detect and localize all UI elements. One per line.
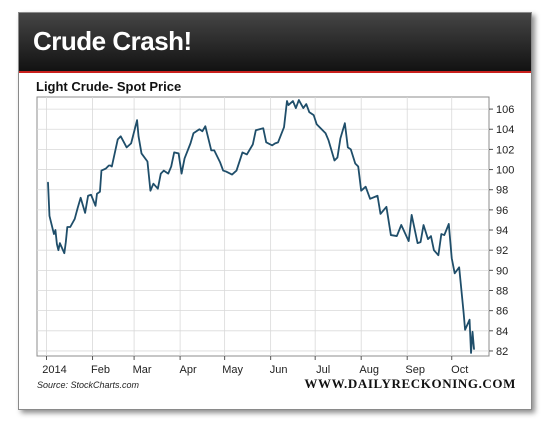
y-tick-label: 88 bbox=[496, 285, 508, 297]
x-tick-label: Jun bbox=[270, 364, 288, 376]
chart-card: Crude Crash! Light Crude- Spot Price 82 8… bbox=[18, 12, 532, 410]
title-banner: Crude Crash! bbox=[19, 13, 531, 71]
y-tick-label: 92 bbox=[496, 245, 508, 257]
x-tick-label: May bbox=[222, 364, 243, 376]
y-axis-ticks: 82 84 86 88 90 92 94 96 98 100 102 104 106 bbox=[489, 104, 514, 358]
x-tick-label: Feb bbox=[91, 364, 110, 376]
y-tick-label: 106 bbox=[496, 104, 514, 116]
x-axis-ticks: 2014 Feb Mar Apr May Jun Jul Aug Sep Oct bbox=[42, 356, 468, 376]
x-tick-label: 2014 bbox=[42, 364, 66, 376]
line-chart: Light Crude- Spot Price 82 84 86 88 90 92 94 96… bbox=[36, 79, 516, 391]
x-tick-label: Jul bbox=[316, 364, 330, 376]
spot-price-line bbox=[47, 99, 475, 354]
gridlines bbox=[37, 97, 489, 356]
banner-title: Crude Crash! bbox=[33, 26, 192, 56]
chart-title: Light Crude- Spot Price bbox=[36, 79, 181, 94]
brand-url: WWW.DAILYRECKONING.COM bbox=[304, 376, 516, 391]
y-tick-label: 104 bbox=[496, 124, 514, 136]
plot-area bbox=[36, 96, 490, 357]
y-tick-label: 86 bbox=[496, 306, 508, 318]
y-tick-label: 98 bbox=[496, 185, 508, 197]
y-tick-label: 102 bbox=[496, 144, 514, 156]
x-tick-label: Mar bbox=[133, 364, 152, 376]
y-tick-label: 82 bbox=[496, 346, 508, 358]
y-tick-label: 100 bbox=[496, 165, 514, 177]
source-note: Source: StockCharts.com bbox=[37, 380, 140, 390]
x-tick-label: Apr bbox=[180, 364, 197, 376]
y-tick-label: 94 bbox=[496, 225, 508, 237]
x-tick-label: Sep bbox=[405, 364, 425, 376]
x-tick-label: Aug bbox=[359, 364, 379, 376]
banner-accent-rule bbox=[19, 71, 531, 73]
y-tick-label: 96 bbox=[496, 205, 508, 217]
y-tick-label: 84 bbox=[496, 326, 508, 338]
y-tick-label: 90 bbox=[496, 265, 508, 277]
x-tick-label: Oct bbox=[451, 364, 468, 376]
